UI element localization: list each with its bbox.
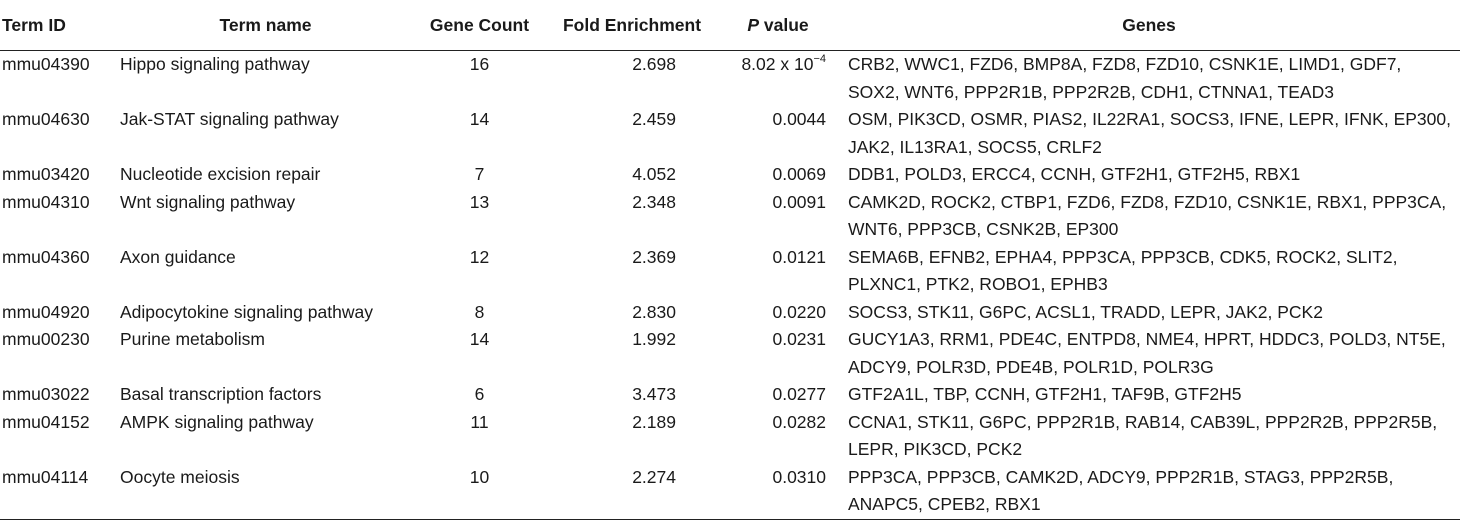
p-value-exponent: −4 [813,53,826,66]
gene-count-cell: 7 [474,164,485,184]
gene-count-cell: 10 [413,463,546,520]
header-genes: Genes [838,0,1460,51]
table-row: mmu03420 Nucleotide excision repair 7 4.… [0,161,1460,189]
header-p-symbol: P [747,14,760,35]
p-value-cell: 0.0069 [772,164,826,184]
term-name-cell: Hippo signaling pathway [120,54,310,74]
header-gene-count: Gene Count [413,0,546,51]
table-row: mmu03022 Basal transcription factors 6 3… [0,381,1460,409]
genes-cell: GTF2A1L, TBP, CCNH, GTF2H1, TAF9B, GTF2H… [848,384,1242,404]
genes-cell: PPP3CA, PPP3CB, CAMK2D, ADCY9, PPP2R1B, … [838,463,1460,520]
gene-count-cell: 13 [469,191,490,212]
gene-count-cell: 11 [470,411,489,432]
p-value-cell: 0.0310 [718,463,838,520]
term-id-cell: mmu04114 [0,463,118,520]
genes-cell: CCNA1, STK11, G6PC, PPP2R1B, RAB14, CAB3… [848,411,1438,460]
genes-cell: OSM, PIK3CD, OSMR, PIAS2, IL22RA1, SOCS3… [848,109,1451,157]
table-body: mmu04390 Hippo signaling pathway 16 2.69… [0,51,1460,520]
term-name-cell: Adipocytokine signaling pathway [120,301,373,322]
genes-cell: SOCS3, STK11, G6PC, ACSL1, TRADD, LEPR, … [848,301,1323,322]
table-row: mmu04920 Adipocytokine signaling pathway… [0,299,1460,327]
p-value-cell: 0.0231 [772,329,826,349]
header-row: Term ID Term name Gene Count Fold Enrich… [0,0,1460,51]
term-name-cell: Purine metabolism [120,329,265,349]
term-id-cell: mmu03022 [2,384,90,404]
term-name-cell: Basal transcription factors [120,384,322,404]
genes-cell: SEMA6B, EFNB2, EPHA4, PPP3CA, PPP3CB, CD… [848,246,1398,295]
gene-count-cell: 14 [469,109,490,129]
term-name-cell: Jak-STAT signaling pathway [120,109,339,129]
term-name-cell: AMPK signaling pathway [120,411,314,432]
table-row: mmu04390 Hippo signaling pathway 16 2.69… [0,51,1460,107]
genes-cell: GUCY1A3, RRM1, PDE4C, ENTPD8, NME4, HPRT… [848,329,1446,377]
p-value-cell: 0.0091 [772,191,826,212]
genes-cell: DDB1, POLD3, ERCC4, CCNH, GTF2H1, GTF2H5… [848,164,1301,184]
fold-enrichment-cell: 2.698 [632,54,676,74]
fold-enrichment-cell: 4.052 [632,164,676,184]
table-header: Term ID Term name Gene Count Fold Enrich… [0,0,1460,51]
term-id-cell: mmu04630 [2,109,90,129]
fold-enrichment-cell: 2.274 [546,463,718,520]
fold-enrichment-cell: 1.992 [632,329,676,349]
table-row: mmu04630 Jak-STAT signaling pathway 14 2… [0,106,1460,161]
table-row: mmu04360 Axon guidance 12 2.369 0.0121 S… [0,244,1460,299]
fold-enrichment-cell: 2.830 [632,301,676,322]
term-id-cell: mmu04390 [2,54,90,74]
gene-count-cell: 12 [469,246,490,267]
term-id-cell: mmu04920 [2,301,90,322]
term-id-cell: mmu04360 [2,246,90,267]
gene-count-cell: 16 [469,54,490,74]
genes-cell: CRB2, WWC1, FZD6, BMP8A, FZD8, FZD10, CS… [848,54,1402,102]
p-value-cell: 8.02 x 10−4 [718,51,838,107]
header-p-value-label: value [759,14,809,35]
header-term-name: Term name [118,0,413,51]
genes-cell: CAMK2D, ROCK2, CTBP1, FZD6, FZD8, FZD10,… [848,191,1447,240]
table-row: mmu00230 Purine metabolism 14 1.992 0.02… [0,326,1460,381]
term-id-cell: mmu04310 [2,191,90,212]
gene-count-cell: 8 [474,301,485,322]
term-id-cell: mmu03420 [2,164,90,184]
term-name-cell: Oocyte meiosis [118,463,413,520]
table-row: mmu04152 AMPK signaling pathway 11 2.189… [0,409,1460,464]
p-value-base: 8.02 x 10 [741,54,814,74]
header-term-id: Term ID [0,0,118,51]
term-name-cell: Nucleotide excision repair [120,164,321,184]
gene-count-cell: 14 [469,329,490,349]
term-id-cell: mmu04152 [2,411,90,432]
fold-enrichment-cell: 2.369 [632,246,676,267]
p-value-cell: 0.0220 [772,301,826,322]
term-name-cell: Wnt signaling pathway [120,191,296,212]
gene-count-cell: 6 [474,384,485,404]
fold-enrichment-cell: 2.189 [632,411,676,432]
term-id-cell: mmu00230 [2,329,90,349]
header-fold-enrichment: Fold Enrichment [546,0,718,51]
p-value-cell: 0.0277 [772,384,826,404]
header-p-value: P value [718,0,838,51]
fold-enrichment-cell: 2.459 [632,109,676,129]
table-row: mmu04114 Oocyte meiosis 10 2.274 0.0310 … [0,463,1460,520]
p-value-cell: 0.0282 [772,411,826,432]
table-row: mmu04310 Wnt signaling pathway 13 2.348 … [0,189,1460,244]
fold-enrichment-cell: 3.473 [632,384,676,404]
p-value-cell: 0.0044 [772,109,826,129]
term-name-cell: Axon guidance [120,246,236,267]
p-value-cell: 0.0121 [772,246,826,267]
fold-enrichment-cell: 2.348 [632,191,676,212]
